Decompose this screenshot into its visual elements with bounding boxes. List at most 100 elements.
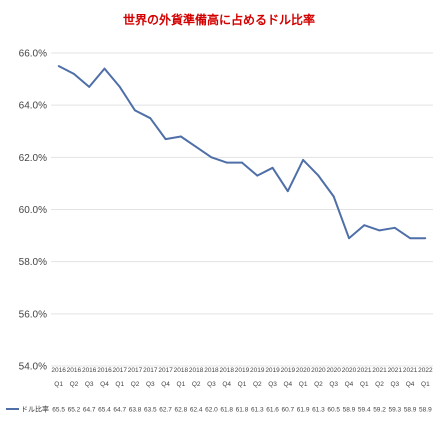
series-line-dollar-share (58, 65, 426, 240)
data-point (73, 72, 75, 75)
x-axis: 2016Q12016Q22016Q32016Q42017Q12017Q22017… (51, 367, 433, 388)
x-tick-label-quarter: Q1 (115, 381, 124, 388)
x-tick-label-quarter: Q4 (222, 381, 231, 388)
data-point (118, 86, 121, 88)
data-point (179, 135, 182, 138)
x-tick-label-quarter: Q3 (146, 381, 155, 388)
y-tick-label: 64.0% (19, 101, 47, 112)
x-tick-label-year: 2021 (403, 367, 418, 374)
data-table-value: 63.5 (144, 407, 157, 414)
data-point (409, 237, 411, 240)
data-point (210, 156, 213, 159)
data-table-value: 65.4 (98, 407, 111, 414)
x-tick-label-quarter: Q2 (253, 381, 262, 388)
data-table-value: 62.4 (190, 407, 203, 414)
x-tick-label-quarter: Q4 (406, 381, 415, 388)
x-tick-label-year: 2017 (158, 367, 173, 374)
x-tick-label-quarter: Q4 (161, 381, 170, 388)
x-tick-label-year: 2017 (143, 367, 158, 374)
data-table-value: 61.8 (220, 407, 233, 414)
data-table-value: 61.9 (297, 407, 310, 414)
plot-area (57, 65, 427, 240)
x-tick-label-quarter: Q3 (207, 381, 216, 388)
data-table-value: 58.9 (419, 407, 432, 414)
data-point (57, 65, 60, 67)
y-tick-label: 60.0% (19, 205, 47, 216)
data-table-value: 61.6 (266, 407, 279, 414)
x-tick-label-quarter: Q3 (85, 381, 94, 388)
x-tick-label-year: 2021 (372, 367, 387, 374)
data-point (363, 224, 366, 227)
data-point (103, 67, 106, 70)
x-tick-label-quarter: Q1 (177, 381, 186, 388)
x-tick-label-year: 2016 (97, 367, 112, 374)
data-point (88, 86, 91, 88)
x-tick-label-year: 2019 (281, 367, 296, 374)
x-tick-label-year: 2019 (265, 367, 280, 374)
x-tick-label-quarter: Q4 (345, 381, 354, 388)
data-table-value: 62.0 (205, 407, 218, 414)
data-table-value: 59.4 (358, 407, 371, 414)
x-tick-label-quarter: Q2 (131, 381, 140, 388)
data-point (393, 226, 396, 229)
x-tick-label-quarter: Q4 (100, 381, 109, 388)
y-tick-label: 54.0% (19, 362, 47, 373)
data-table-value: 62.7 (159, 407, 172, 414)
x-tick-label-year: 2016 (67, 367, 82, 374)
data-table-value: 65.5 (52, 407, 65, 414)
data-point (256, 174, 259, 177)
data-point (348, 237, 350, 240)
x-tick-label-year: 2021 (388, 367, 403, 374)
data-point (302, 159, 305, 161)
x-tick-label-quarter: Q2 (375, 381, 384, 388)
data-point (195, 146, 198, 148)
data-table-value: 61.3 (251, 407, 264, 414)
x-tick-label-year: 2018 (204, 367, 219, 374)
x-tick-label-quarter: Q3 (268, 381, 277, 388)
x-tick-label-quarter: Q1 (299, 381, 308, 388)
data-table-value: 60.5 (327, 407, 340, 414)
data-point (424, 237, 427, 240)
data-point (149, 117, 152, 120)
x-tick-label-year: 2018 (174, 367, 189, 374)
data-point (134, 109, 136, 112)
y-tick-label: 62.0% (19, 153, 47, 164)
data-table-value: 65.2 (68, 407, 81, 414)
data-point (317, 174, 320, 177)
x-tick-label-year: 2020 (311, 367, 326, 374)
x-tick-label-year: 2020 (342, 367, 357, 374)
x-tick-label-quarter: Q2 (70, 381, 79, 388)
x-tick-label-year: 2016 (82, 367, 97, 374)
data-point (241, 161, 243, 164)
data-point (286, 190, 289, 193)
x-tick-label-year: 2019 (250, 367, 265, 374)
x-tick-label-year: 2020 (326, 367, 341, 374)
data-table-value: 61.3 (312, 407, 325, 414)
data-table-value: 63.8 (129, 407, 142, 414)
chart-title: 世界の外貨準備高に占めるドル比率 (123, 12, 315, 27)
y-tick-label: 56.0% (19, 309, 47, 320)
data-table-value: 59.3 (388, 407, 401, 414)
x-tick-label-quarter: Q4 (284, 381, 293, 388)
legend-label: ドル比率 (21, 405, 49, 414)
data-table-value: 58.9 (404, 407, 417, 414)
x-tick-label-year: 2017 (128, 367, 143, 374)
x-tick-label-year: 2016 (51, 367, 66, 374)
x-tick-label-quarter: Q1 (421, 381, 430, 388)
y-tick-label: 58.0% (19, 257, 47, 268)
x-tick-label-year: 2017 (113, 367, 128, 374)
x-tick-label-year: 2020 (296, 367, 311, 374)
data-table-value: 64.7 (83, 407, 96, 414)
data-point (378, 229, 381, 232)
data-point (271, 166, 274, 169)
x-tick-label-year: 2018 (219, 367, 234, 374)
data-table-value: 64.7 (113, 407, 126, 414)
x-tick-label-quarter: Q1 (238, 381, 247, 388)
x-tick-label-year: 2022 (418, 367, 433, 374)
x-tick-label-year: 2019 (235, 367, 250, 374)
data-table-value: 59.2 (373, 407, 386, 414)
x-tick-label-quarter: Q1 (54, 381, 63, 388)
legend: ドル比率 (6, 405, 49, 414)
y-tick-label: 66.0% (19, 49, 47, 60)
